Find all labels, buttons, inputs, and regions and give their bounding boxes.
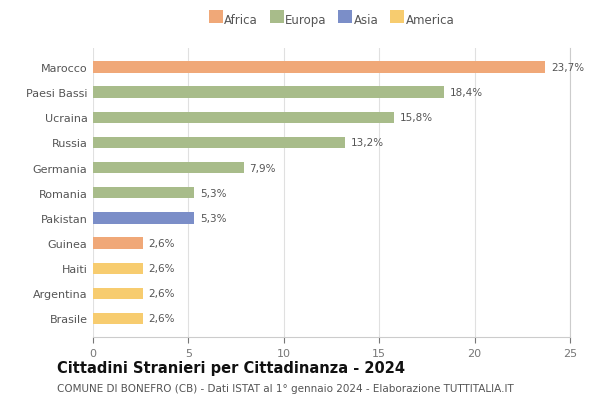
- Bar: [93, 213, 194, 224]
- Text: 18,4%: 18,4%: [450, 88, 483, 98]
- Text: 23,7%: 23,7%: [551, 63, 584, 73]
- Text: 2,6%: 2,6%: [148, 314, 175, 324]
- Bar: [93, 238, 143, 249]
- Bar: [93, 263, 143, 274]
- Text: COMUNE DI BONEFRO (CB) - Dati ISTAT al 1° gennaio 2024 - Elaborazione TUTTITALIA: COMUNE DI BONEFRO (CB) - Dati ISTAT al 1…: [57, 382, 514, 393]
- Text: Cittadini Stranieri per Cittadinanza - 2024: Cittadini Stranieri per Cittadinanza - 2…: [57, 360, 405, 375]
- Bar: [93, 112, 394, 124]
- Text: 13,2%: 13,2%: [350, 138, 384, 148]
- Bar: [93, 87, 444, 99]
- Text: 5,3%: 5,3%: [200, 213, 226, 223]
- Bar: [93, 313, 143, 324]
- Text: 2,6%: 2,6%: [148, 238, 175, 248]
- Bar: [93, 288, 143, 299]
- Bar: [93, 62, 545, 74]
- Text: 5,3%: 5,3%: [200, 188, 226, 198]
- Text: 2,6%: 2,6%: [148, 289, 175, 299]
- Bar: [93, 188, 194, 199]
- Bar: [93, 162, 244, 174]
- Legend: Africa, Europa, Asia, America: Africa, Europa, Asia, America: [204, 9, 459, 31]
- Text: 15,8%: 15,8%: [400, 113, 433, 123]
- Text: 2,6%: 2,6%: [148, 263, 175, 274]
- Text: 7,9%: 7,9%: [250, 163, 276, 173]
- Bar: [93, 137, 345, 149]
